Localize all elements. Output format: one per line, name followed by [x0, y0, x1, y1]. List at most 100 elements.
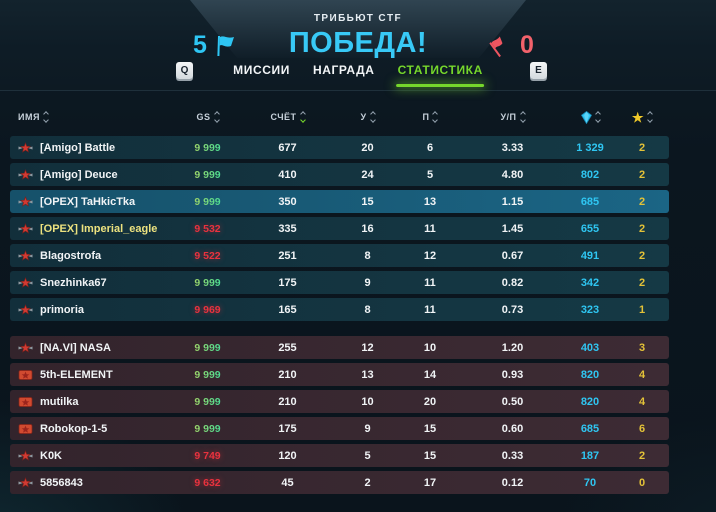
table-row[interactable]: mutilka 9 999 210 10 20 0.50 820 4 [10, 390, 669, 413]
deaths-value: 12 [423, 249, 437, 262]
crystals-value: 685 [580, 422, 600, 435]
rank-icon [18, 222, 33, 235]
crystals-value: 685 [580, 195, 600, 208]
column-label-score: СЧЁТ [270, 112, 297, 122]
crystals-value: 342 [580, 276, 600, 289]
table-row[interactable]: 5th-ELEMENT 9 999 210 13 14 0.93 820 4 [10, 363, 669, 386]
player-name-cell: primoria [10, 304, 175, 316]
sort-icon [43, 111, 49, 123]
tab-reward[interactable]: НАГРАДА [312, 63, 375, 77]
score-value: 255 [278, 341, 297, 354]
rank-icon [18, 168, 33, 181]
stars-value: 2 [638, 168, 646, 181]
column-header[interactable]: ★ [615, 111, 669, 124]
deaths-value: 11 [424, 276, 436, 289]
kills-value: 9 [364, 422, 371, 435]
kills-value: 24 [361, 168, 374, 181]
player-name: [OPEX] TaHkicTka [40, 195, 136, 208]
deaths-value: 15 [423, 422, 437, 435]
gs-value: 9 999 [175, 142, 240, 154]
kd-value: 0.50 [501, 395, 524, 408]
crystals-value: 820 [580, 395, 600, 408]
stars-value: 2 [638, 141, 646, 154]
table-row[interactable]: [OPEX] TaHkicTka 9 999 350 15 13 1.15 68… [10, 190, 669, 213]
player-name-cell: [OPEX] Imperial_eagle [10, 223, 175, 235]
kills-value: 8 [364, 303, 371, 316]
stars-value: 0 [638, 476, 646, 489]
column-header[interactable]: У [335, 111, 400, 123]
tab-bar: Q МИССИИ НАГРАДА СТАТИСТИКА E [0, 60, 716, 84]
deaths-value: 14 [423, 368, 437, 381]
score-value: 210 [278, 395, 297, 408]
rank-icon [18, 396, 33, 408]
gs-value: 9 532 [194, 222, 221, 235]
gs-value: 9 632 [194, 476, 221, 489]
crystals-value: 491 [580, 249, 600, 262]
red-team-score: 0 [487, 31, 534, 60]
kd-value: 0.93 [501, 368, 524, 381]
scoreboard: ИМЯ GS СЧЁТ У П У/П [10, 108, 669, 494]
player-name: 5856843 [40, 476, 83, 489]
score-value: 350 [278, 195, 297, 208]
crystals-value: 323 [580, 303, 600, 316]
gs-value: 9 999 [175, 369, 240, 381]
tab-missions[interactable]: МИССИИ [233, 63, 290, 77]
player-name: K0K [40, 449, 63, 462]
kills-value: 15 [361, 195, 374, 208]
player-name-cell: K0K [10, 450, 175, 462]
table-row[interactable]: [Amigo] Deuce 9 999 410 24 5 4.80 802 2 [10, 163, 669, 186]
rank-icon [18, 141, 33, 154]
table-row[interactable]: Blagostrofa 9 522 251 8 12 0.67 491 2 [10, 244, 669, 267]
deaths-value: 20 [423, 395, 437, 408]
table-row[interactable]: [NA.VI] NASA 9 999 255 12 10 1.20 403 3 [10, 336, 669, 359]
score-value: 251 [278, 249, 297, 262]
table-row[interactable]: Robokop-1-5 9 999 175 9 15 0.60 685 6 [10, 417, 669, 440]
table-row[interactable]: [OPEX] Imperial_eagle 9 532 335 16 11 1.… [10, 217, 669, 240]
column-header[interactable] [565, 110, 615, 124]
column-header[interactable]: СЧЁТ [240, 111, 335, 123]
score-value: 120 [278, 449, 297, 462]
player-name: Robokop-1-5 [40, 422, 108, 435]
score-value: 210 [278, 368, 297, 381]
table-row[interactable]: [Amigo] Battle 9 999 677 20 6 3.33 1 329… [10, 136, 669, 159]
red-flag-icon [487, 34, 511, 58]
player-name: [OPEX] Imperial_eagle [40, 222, 158, 235]
player-name: Blagostrofa [40, 249, 102, 262]
match-type-label: ТРИБЬЮТ CTF [313, 13, 403, 24]
deaths-value: 15 [423, 449, 437, 462]
rank-icon [18, 449, 33, 462]
table-row[interactable]: K0K 9 749 120 5 15 0.33 187 2 [10, 444, 669, 467]
stars-value: 2 [638, 249, 646, 262]
column-header[interactable]: П [400, 111, 460, 123]
key-hint-q[interactable]: Q [176, 62, 193, 79]
crystals-value: 187 [580, 449, 600, 462]
kd-value: 4.80 [501, 168, 524, 181]
stars-value: 4 [638, 368, 646, 381]
deaths-value: 10 [423, 341, 437, 354]
column-header[interactable]: GS [175, 111, 240, 123]
stars-value: 2 [638, 195, 646, 208]
kills-value: 5 [364, 449, 371, 462]
table-row[interactable]: Snezhinka67 9 999 175 9 11 0.82 342 2 [10, 271, 669, 294]
key-hint-e[interactable]: E [530, 62, 547, 79]
player-name-cell: Snezhinka67 [10, 277, 175, 289]
column-header[interactable]: ИМЯ [10, 111, 175, 123]
stars-value: 2 [638, 222, 646, 235]
blue-flag-count: 5 [193, 31, 207, 59]
rank-icon [18, 195, 33, 208]
kills-value: 16 [361, 222, 374, 235]
deaths-value: 13 [423, 195, 437, 208]
table-row[interactable]: 5856843 9 632 45 2 17 0.12 70 0 [10, 471, 669, 494]
player-name-cell: [OPEX] TaHkicTka [10, 196, 175, 208]
kills-value: 13 [361, 368, 374, 381]
tab-statistics[interactable]: СТАТИСТИКА [397, 63, 483, 77]
deaths-value: 11 [424, 303, 436, 316]
column-header[interactable]: У/П [460, 111, 565, 123]
table-row[interactable]: primoria 9 969 165 8 11 0.73 323 1 [10, 298, 669, 321]
score-value: 335 [278, 222, 297, 235]
kills-value: 20 [361, 141, 374, 154]
deaths-value: 5 [426, 168, 434, 181]
gs-value: 9 999 [175, 169, 240, 181]
gs-value: 9 749 [194, 449, 221, 462]
